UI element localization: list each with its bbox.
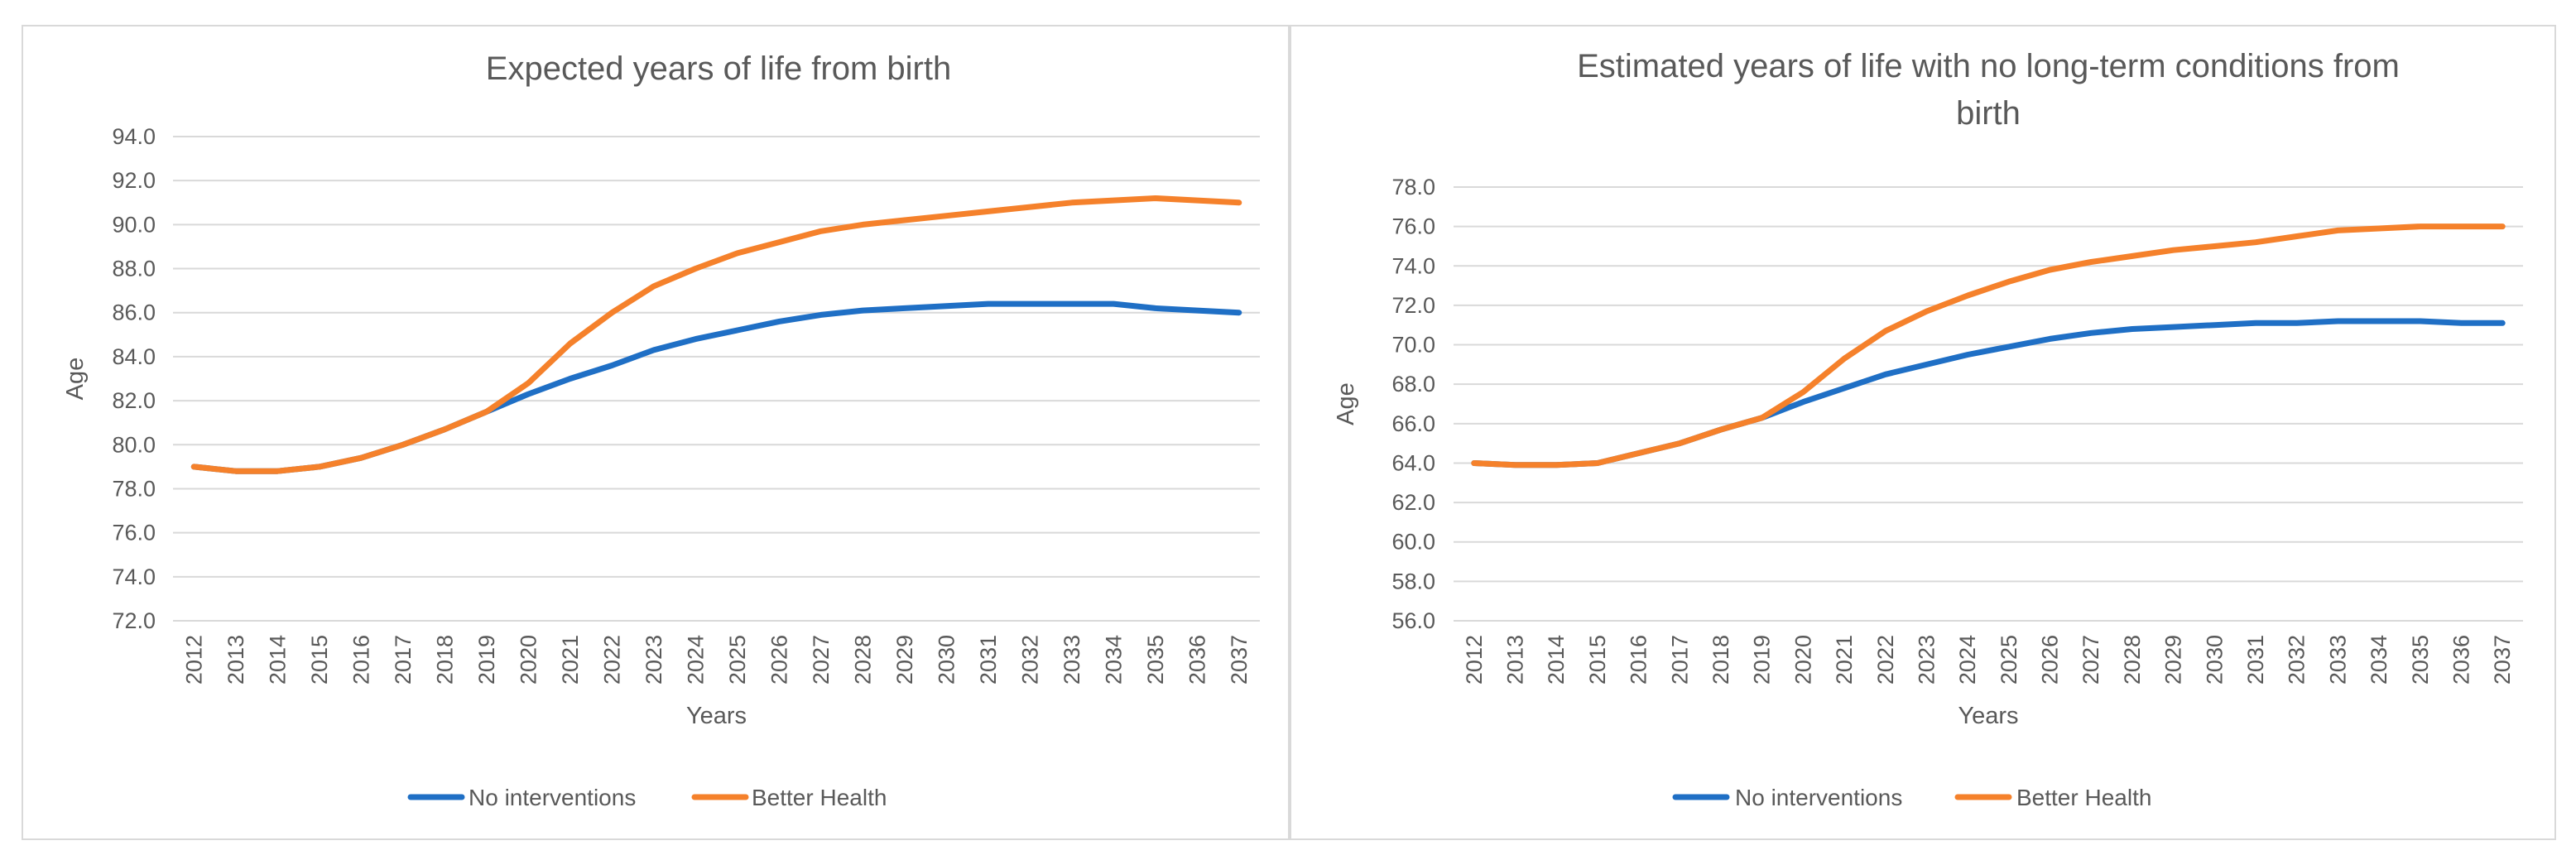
x-tick-label: 2036 [1185,635,1209,685]
y-tick-label: 72.0 [112,608,156,633]
x-tick-label: 2027 [2079,635,2103,685]
x-tick-label: 2019 [1750,635,1775,685]
y-tick-label: 78.0 [1391,175,1435,199]
y-tick-label: 76.0 [1391,214,1435,239]
x-tick-label: 2035 [1143,635,1168,685]
chart-title: birth [1956,95,2021,132]
y-tick-label: 86.0 [112,300,156,325]
x-tick-label: 2021 [558,635,583,685]
chart-panel-life-expectancy: Expected years of life from birth 72.0 74.… [22,25,1290,840]
series-line-no-interventions [1471,318,2506,468]
x-tick-label: 2036 [2449,635,2473,685]
x-tick-label: 2032 [1017,635,1042,685]
x-tick-label: 2028 [2120,635,2145,685]
x-tick-label: 2027 [809,635,834,685]
x-tick-label: 2026 [767,635,791,685]
x-tick-label: 2012 [1462,635,1487,685]
x-tick-label: 2028 [850,635,875,685]
y-tick-label: 80.0 [112,432,156,457]
y-tick-label: 74.0 [1391,253,1435,278]
chart-title: Expected years of life from birth [486,50,951,87]
chart-panel-healthy-life: Estimated years of life with no long-ter… [1290,25,2556,840]
y-tick-label: 66.0 [1391,411,1435,436]
x-tick-label: 2025 [725,635,750,685]
x-tick-label: 2033 [1060,635,1084,685]
x-tick-label: 2033 [2325,635,2350,685]
x-tick-label: 2025 [1997,635,2021,685]
x-tick-label: 2030 [2202,635,2227,685]
x-tick-label: 2014 [265,635,290,685]
x-tick-label: 2016 [1627,635,1651,685]
x-axis-title: Years [686,703,747,729]
legend-label-better-health[interactable]: Better Health [752,785,887,810]
x-tick-label: 2024 [683,635,708,685]
x-tick-label: 2029 [892,635,917,685]
x-tick-label: 2020 [1790,635,1815,685]
y-tick-label: 94.0 [112,124,156,149]
y-tick-label: 56.0 [1391,608,1435,633]
legend-label-better-health[interactable]: Better Health [2016,785,2151,810]
y-tick-label: 64.0 [1391,450,1435,475]
x-tick-label: 2024 [1955,635,1980,685]
x-tick-label: 2034 [1101,635,1126,685]
x-tick-label: 2031 [976,635,1001,685]
chart-title: Estimated years of life with no long-ter… [1577,48,2400,84]
y-tick-label: 62.0 [1391,490,1435,515]
x-tick-label: 2013 [1503,635,1528,685]
y-tick-label: 70.0 [1391,333,1435,358]
x-tick-label: 2037 [1227,635,1252,685]
y-tick-label: 72.0 [1391,293,1435,318]
series-line-better-health [190,195,1242,474]
x-tick-label: 2018 [1709,635,1733,685]
y-tick-label: 82.0 [112,388,156,413]
x-tick-label: 2022 [599,635,624,685]
y-tick-label: 60.0 [1391,530,1435,555]
x-tick-label: 2012 [181,635,206,685]
y-tick-label: 76.0 [112,521,156,545]
x-tick-label: 2022 [1873,635,1898,685]
x-tick-label: 2035 [2408,635,2433,685]
x-tick-label: 2014 [1544,635,1569,685]
x-tick-label: 2030 [934,635,959,685]
x-tick-label: 2034 [2367,635,2391,685]
x-tick-label: 2017 [1667,635,1692,685]
x-tick-label: 2015 [307,635,332,685]
x-tick-label: 2021 [1832,635,1857,685]
x-tick-label: 2026 [2038,635,2063,685]
x-tick-label: 2031 [2243,635,2268,685]
x-axis-title: Years [1958,703,2018,729]
x-tick-label: 2037 [2490,635,2515,685]
x-tick-label: 2023 [642,635,666,685]
y-axis-title: Age [62,358,89,401]
y-tick-label: 92.0 [112,168,156,193]
x-tick-label: 2016 [348,635,373,685]
y-tick-label: 58.0 [1391,569,1435,593]
y-tick-label: 88.0 [112,257,156,281]
x-tick-label: 2018 [432,635,457,685]
x-tick-label: 2015 [1585,635,1610,685]
y-tick-label: 74.0 [112,565,156,589]
series-line-better-health [1471,223,2506,468]
chart-life-expectancy: Expected years of life from birth 72.0 74.… [62,50,1260,810]
x-tick-label: 2023 [1914,635,1939,685]
y-tick-label: 68.0 [1391,372,1435,396]
chart-healthy-life-expectancy: Estimated years of life with no long-ter… [1333,48,2523,810]
legend-label-no-interventions[interactable]: No interventions [1735,785,1902,810]
legend-label-no-interventions[interactable]: No interventions [469,785,636,810]
x-tick-label: 2019 [474,635,499,685]
series-line-no-interventions [190,300,1242,474]
y-tick-label: 90.0 [112,212,156,237]
x-tick-label: 2032 [2285,635,2309,685]
x-tick-label: 2017 [391,635,416,685]
y-tick-label: 84.0 [112,344,156,369]
y-tick-label: 78.0 [112,476,156,501]
x-tick-label: 2020 [516,635,541,685]
y-axis-title: Age [1333,382,1359,425]
x-tick-label: 2029 [2161,635,2186,685]
x-tick-label: 2013 [223,635,248,685]
